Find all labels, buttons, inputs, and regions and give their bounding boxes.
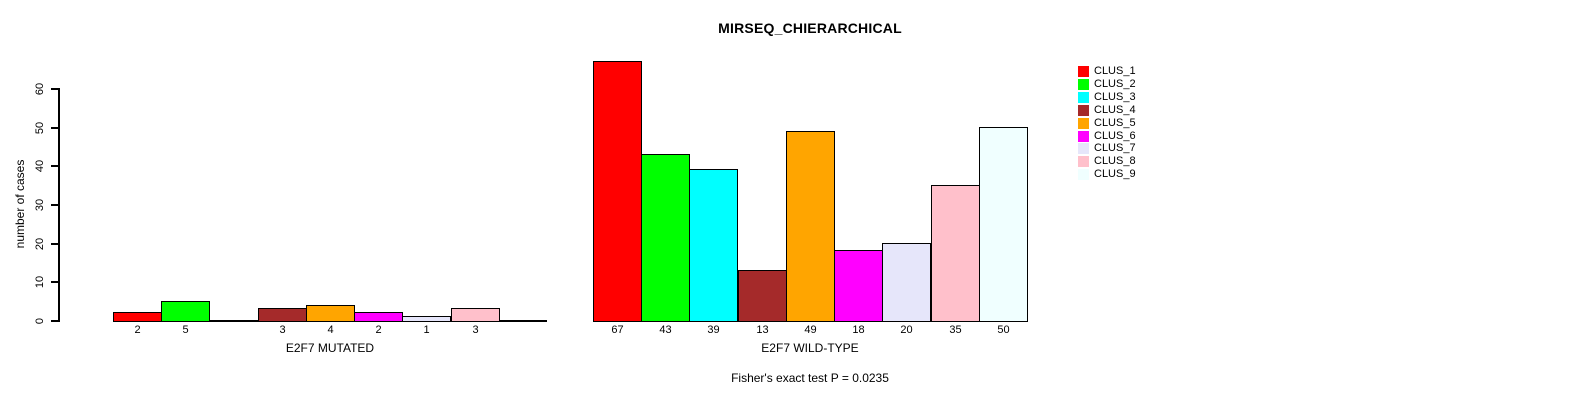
y-axis-tick-label: 30 <box>34 198 46 212</box>
legend-label: CLUS_3 <box>1094 91 1136 103</box>
subtitle-fisher-test: Fisher's exact test P = 0.0235 <box>731 371 889 385</box>
y-axis-tick <box>51 320 58 322</box>
bar-value-label: 67 <box>611 324 624 336</box>
legend-label: CLUS_9 <box>1094 168 1136 180</box>
bar-clus_5 <box>786 131 835 322</box>
bar-clus_8 <box>451 308 500 322</box>
bar-value-label: 35 <box>949 324 962 336</box>
bar-clus_2 <box>161 301 210 322</box>
y-axis-tick <box>51 204 58 206</box>
bar-clus_5 <box>306 305 355 322</box>
bar-value-label: 3 <box>472 324 479 336</box>
bar-value-label: 39 <box>707 324 720 336</box>
y-axis-tick-label: 50 <box>34 121 46 135</box>
bar-value-label: 5 <box>182 324 189 336</box>
bar-clus_6 <box>834 250 883 322</box>
y-axis-tick <box>51 88 58 90</box>
bar-clus_3 <box>689 169 738 322</box>
y-axis-tick-label: 20 <box>34 237 46 251</box>
y-axis-title: number of cases <box>13 159 27 249</box>
legend-swatch <box>1078 118 1089 129</box>
legend-item: CLUS_5 <box>1078 118 1136 129</box>
bar-clus_6 <box>354 312 403 322</box>
y-axis-tick <box>51 127 58 129</box>
bar-clus_4 <box>258 308 307 322</box>
y-axis-tick <box>51 243 58 245</box>
bar-clus_9 <box>979 127 1028 322</box>
x-axis-label-wildtype: E2F7 WILD-TYPE <box>761 341 859 355</box>
bar-value-label: 50 <box>997 324 1010 336</box>
bar-clus_1 <box>593 61 642 322</box>
legend-swatch <box>1078 79 1089 90</box>
bar-value-label: 18 <box>852 324 865 336</box>
legend-item: CLUS_1 <box>1078 66 1136 77</box>
legend-swatch <box>1078 169 1089 180</box>
legend-label: CLUS_6 <box>1094 130 1136 142</box>
bar-clus_7 <box>882 243 931 322</box>
bar-value-label: 3 <box>279 324 286 336</box>
chart-title: MIRSEQ_CHIERARCHICAL <box>718 20 902 36</box>
x-axis-label-mutated: E2F7 MUTATED <box>285 341 375 355</box>
legend-item: CLUS_6 <box>1078 131 1136 142</box>
bar-value-label: 13 <box>756 324 769 336</box>
legend-label: CLUS_2 <box>1094 78 1136 90</box>
legend-swatch <box>1078 143 1089 154</box>
y-axis-tick <box>51 165 58 167</box>
bar-clus_2 <box>641 154 690 322</box>
bar-value-label: 43 <box>659 324 672 336</box>
y-axis-tick-label: 0 <box>34 317 46 325</box>
bar-clus_1 <box>113 312 162 322</box>
bar-value-label: 49 <box>804 324 817 336</box>
legend-item: CLUS_9 <box>1078 169 1136 180</box>
bar-value-label: 2 <box>375 324 382 336</box>
legend-item: CLUS_8 <box>1078 156 1136 167</box>
y-axis-line <box>58 88 60 322</box>
legend-swatch <box>1078 131 1089 142</box>
bar-clus_8 <box>931 185 980 322</box>
legend-swatch <box>1078 105 1089 116</box>
bar-clus_7 <box>402 316 451 322</box>
legend-item: CLUS_7 <box>1078 143 1136 154</box>
bar-value-label: 4 <box>327 324 334 336</box>
bar-value-label: 20 <box>900 324 913 336</box>
legend-label: CLUS_8 <box>1094 155 1136 167</box>
legend-label: CLUS_5 <box>1094 117 1136 129</box>
legend-label: CLUS_1 <box>1094 65 1136 77</box>
legend-swatch <box>1078 92 1089 103</box>
legend-item: CLUS_2 <box>1078 79 1136 90</box>
legend-label: CLUS_4 <box>1094 104 1136 116</box>
y-axis-tick-label: 10 <box>34 275 46 289</box>
legend-swatch <box>1078 156 1089 167</box>
legend-label: CLUS_7 <box>1094 142 1136 154</box>
y-axis-tick-label: 40 <box>34 159 46 173</box>
y-axis-tick <box>51 281 58 283</box>
legend-swatch <box>1078 66 1089 77</box>
y-axis-tick-label: 60 <box>34 82 46 96</box>
bar-value-label: 1 <box>423 324 430 336</box>
bar-value-label: 2 <box>134 324 141 336</box>
legend-item: CLUS_4 <box>1078 105 1136 116</box>
legend-item: CLUS_3 <box>1078 92 1136 103</box>
bar-clus_4 <box>738 270 787 322</box>
